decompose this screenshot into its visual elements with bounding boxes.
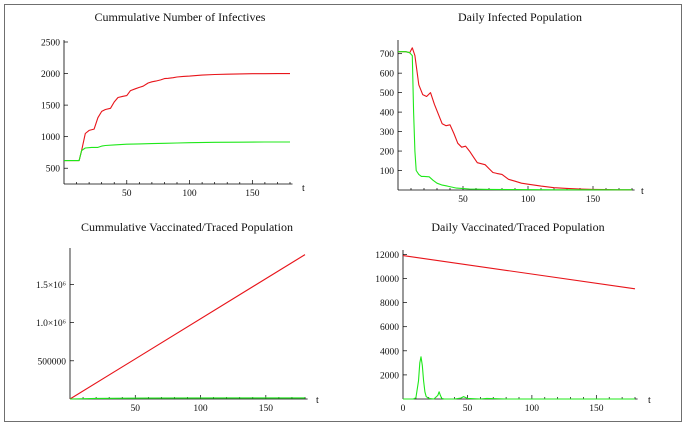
chart-4-y-tick-label: 4000: [380, 347, 399, 357]
chart-2-y-tick-label: 100: [380, 167, 395, 177]
chart-3-x-tick-label: 50: [131, 404, 141, 414]
chart-2-title: Daily Infected Population: [458, 10, 582, 24]
chart-4-x-tick-label: 150: [589, 404, 604, 414]
chart-4-x-tick-label: 0: [401, 404, 406, 414]
chart-1-x-tick-label: 100: [182, 189, 197, 199]
chart-3-x-tick-label: 150: [259, 404, 274, 414]
chart-2-y-tick-label: 300: [380, 128, 395, 138]
chart-1-x-tick-label: 50: [122, 189, 132, 199]
chart-4-x-tick-label: 100: [525, 404, 540, 414]
chart-4-y-tick-label: 10000: [375, 275, 399, 285]
chart-3-series-green: [69, 397, 305, 400]
chart-2-y-tick-label: 700: [380, 50, 395, 60]
chart-4-y-tick-label: 2000: [380, 371, 399, 381]
chart-3-x-tick-label: 100: [193, 404, 208, 414]
chart-4-y-tick-label: 12000: [375, 251, 399, 261]
chart-1-title: Cummulative Number of Infectives: [95, 10, 266, 24]
chart-2-series-green: [398, 51, 632, 191]
chart-1-series-green: [64, 141, 290, 162]
chart-1-y-tick-label: 1500: [41, 102, 60, 112]
chart-2-y-tick-label: 600: [380, 70, 395, 80]
chart-3-y-tick-label: 500000: [38, 357, 67, 367]
chart-4-xlabel: t: [648, 395, 651, 406]
chart-3-y-tick-label: 1.0×10⁶: [36, 319, 66, 329]
chart-1-y-tick-label: 500: [46, 165, 61, 175]
chart-2-series-red: [398, 47, 632, 191]
chart-2-x-tick-label: 150: [586, 195, 601, 205]
chart-1-y-tick-label: 1000: [41, 133, 60, 143]
chart-4-series-green: [403, 356, 635, 400]
chart-4-series-red: [402, 255, 636, 290]
chart-2-xlabel: t: [641, 186, 644, 197]
chart-1-x-tick-label: 150: [245, 189, 260, 199]
chart-2-y-tick-label: 500: [380, 89, 395, 99]
chart-1-y-tick-label: 2500: [41, 39, 60, 49]
chart-1-xlabel: t: [302, 183, 305, 194]
chart-1-series-red: [64, 73, 290, 162]
chart-2-x-tick-label: 100: [521, 195, 536, 205]
chart-2-x-tick-label: 50: [458, 195, 468, 205]
chart-4-title: Daily Vaccinated/Traced Population: [431, 220, 604, 234]
chart-4-x-tick-label: 50: [463, 404, 473, 414]
chart-3-series-red: [69, 254, 306, 400]
chart-3-title: Cummulative Vaccinated/Traced Population: [81, 220, 293, 234]
figure-frame: [4, 4, 682, 422]
chart-3-xlabel: t: [316, 395, 319, 406]
chart-1-y-tick-label: 2000: [41, 70, 60, 80]
chart-4-y-tick-label: 6000: [380, 323, 399, 333]
chart-2-y-tick-label: 400: [380, 109, 395, 119]
chart-4-y-tick-label: 8000: [380, 299, 399, 309]
chart-2-y-tick-label: 200: [380, 148, 395, 158]
chart-3-y-tick-label: 1.5×10⁶: [36, 281, 66, 291]
